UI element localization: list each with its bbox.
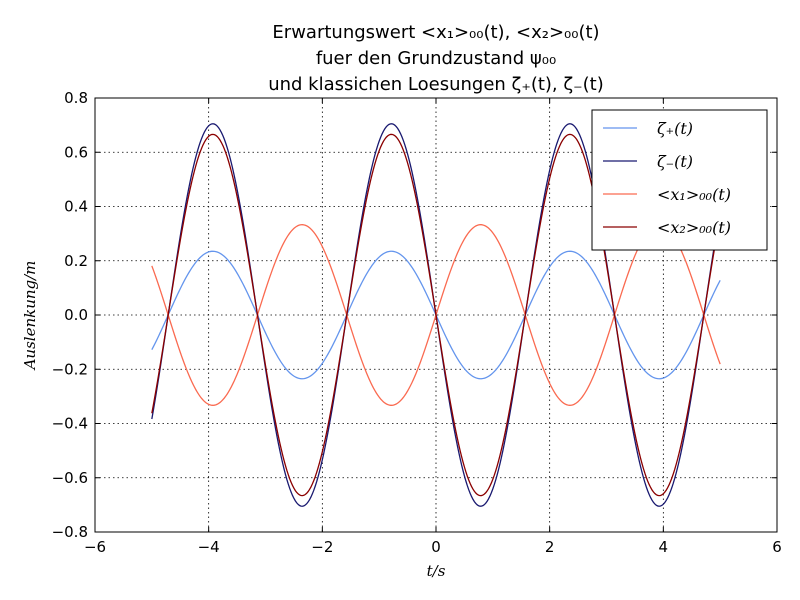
y-tick-label: −0.4 [52,415,88,433]
y-tick-label: 0.2 [64,252,88,270]
y-tick-label: 0.4 [64,198,88,216]
plot-frame [94,97,778,533]
x-axis-label: t/s [427,562,446,580]
x-tick-label: −2 [311,538,333,556]
chart-title-line-2: fuer den Grundzustand ψ₀₀ [316,48,556,69]
x-tick-label: 2 [545,538,555,556]
y-tick-label: −0.6 [52,469,88,487]
y-tick-label: −0.8 [52,523,88,541]
chart-title-line-3: und klassichen Loesungen ζ₊(t), ζ₋(t) [268,74,604,95]
x-tick-label: −6 [84,538,106,556]
chart-title: Erwartungswert <x₁>₀₀(t), <x₂>₀₀(t) fuer… [268,22,604,95]
x-tick-label: −4 [198,538,220,556]
series-lines [151,123,721,507]
x-tick-label: 4 [659,538,669,556]
legend: ζ₊(t) ζ₋(t) <x₁>₀₀(t) <x₂>₀₀(t) [591,109,768,251]
y-tick-label: 0.0 [64,306,88,324]
legend-label-1: ζ₋(t) [657,152,693,171]
y-axis-label: Auslenkung/m [21,261,39,372]
y-tick-label: −0.2 [52,360,88,378]
legend-label-0: ζ₊(t) [657,119,693,138]
x-tick-label: 0 [431,538,441,556]
legend-label-2: <x₁>₀₀(t) [657,185,731,204]
legend-label-3: <x₂>₀₀(t) [657,218,731,237]
chart-title-line-1: Erwartungswert <x₁>₀₀(t), <x₂>₀₀(t) [272,22,599,43]
y-tick-label: 0.8 [64,89,88,107]
y-tick-label: 0.6 [64,143,88,161]
x-tick-label: 6 [772,538,782,556]
series-line-3 [151,133,721,497]
legend-box [591,109,768,251]
axis-ticks: −6 −4 −2 0 2 4 6 −0.8 −0.6 −0.4 −0.2 0.0 0.2 0.4 0.6 0.… [52,89,782,556]
